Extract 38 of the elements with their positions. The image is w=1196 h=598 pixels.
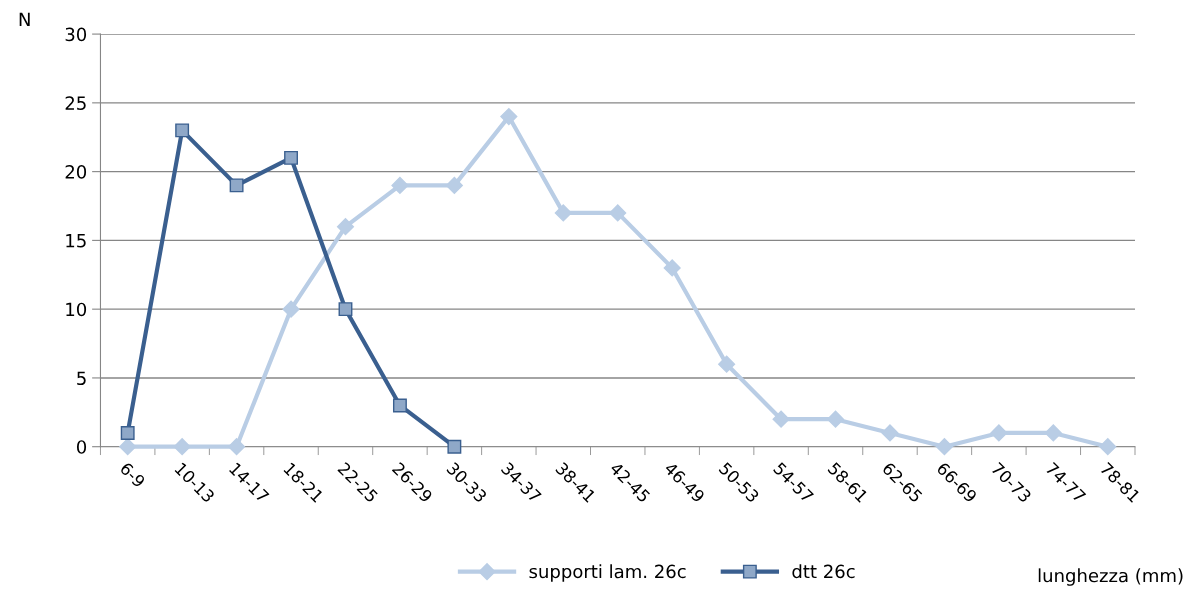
point: [718, 355, 736, 373]
point: [772, 410, 790, 428]
point: [609, 204, 627, 222]
y-axis-title: N: [19, 12, 30, 26]
y-tick-label: 30: [65, 27, 87, 42]
y-tick-label: 10: [66, 302, 87, 317]
point: [119, 438, 137, 456]
point: [1044, 424, 1062, 442]
point: [445, 176, 463, 194]
y-tick-label: 25: [65, 96, 86, 110]
point: [284, 150, 298, 165]
y-tick-label: 15: [66, 234, 86, 248]
point: [935, 438, 953, 456]
y-tick-label: 20: [65, 165, 87, 179]
point: [392, 398, 407, 413]
point: [990, 424, 1008, 442]
point: [338, 302, 353, 317]
y-tick-label: 0: [76, 440, 87, 454]
point: [500, 108, 518, 126]
point: [228, 438, 246, 456]
point: [881, 424, 899, 442]
point: [229, 178, 244, 193]
point: [1099, 438, 1117, 456]
point: [282, 300, 300, 318]
point: [391, 176, 409, 194]
point: [554, 204, 572, 222]
point: [173, 438, 191, 456]
point: [826, 410, 845, 428]
x-tick-label: 6-9: [119, 461, 146, 489]
point: [447, 439, 462, 454]
point: [336, 218, 355, 236]
point: [120, 426, 135, 440]
legend-label: dtt 26c: [792, 564, 855, 579]
y-tick-label: 5: [77, 371, 86, 386]
point: [663, 259, 681, 277]
point: [175, 123, 190, 138]
x-axis-title: lunghezza (mm): [1038, 568, 1183, 586]
legend-label: supporti lam. 26c: [529, 564, 686, 582]
